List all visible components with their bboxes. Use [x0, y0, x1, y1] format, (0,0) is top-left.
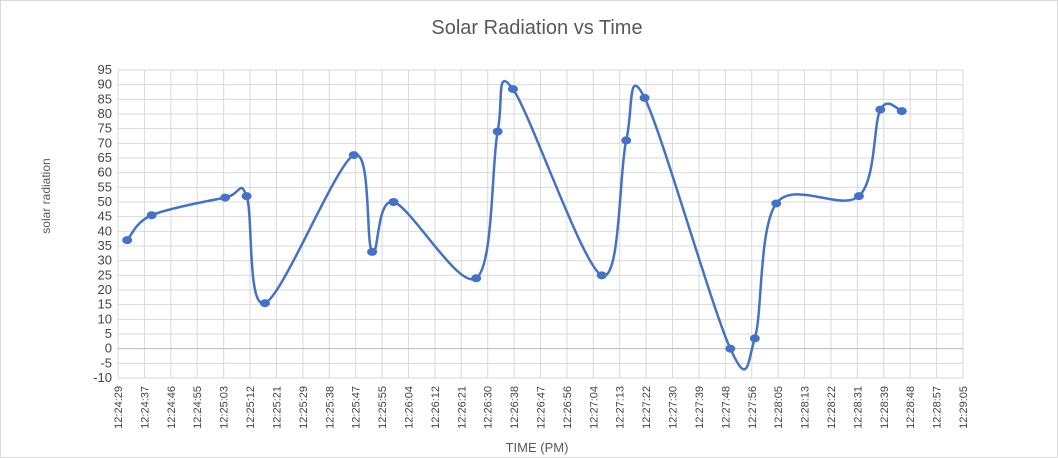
y-tick-label: 20: [98, 282, 112, 297]
data-point: [725, 344, 736, 353]
x-tick-label: 12:26:30: [483, 386, 495, 429]
x-tick-label: 12:25:21: [271, 386, 283, 429]
y-tick-label: -5: [100, 355, 112, 370]
x-tick-label: 12:26:38: [509, 386, 521, 429]
y-tick-label: 35: [98, 238, 112, 253]
y-tick-label: 25: [98, 267, 112, 282]
y-tick-label: 75: [98, 121, 112, 136]
x-tick-label: 12:28:05: [773, 386, 785, 429]
chart-title: Solar Radiation vs Time: [431, 17, 642, 39]
x-axis-label: TIME (PM): [506, 440, 569, 455]
data-point: [471, 274, 482, 283]
y-tick-label: 45: [98, 209, 112, 224]
x-tick-label: 12:26:56: [562, 386, 574, 429]
data-point: [259, 299, 270, 308]
data-point: [639, 93, 650, 102]
x-tick-label: 12:27:56: [747, 386, 759, 429]
x-tick-label: 12:28:13: [800, 386, 812, 429]
data-point: [241, 192, 252, 201]
data-point: [388, 198, 399, 206]
x-tick-label: 12:25:12: [245, 386, 257, 429]
y-tick-label: 0: [105, 341, 112, 356]
x-tick-label: 12:27:30: [668, 386, 680, 429]
x-tick-label: 12:25:55: [377, 386, 389, 429]
data-point: [771, 199, 782, 208]
data-point: [875, 105, 886, 114]
y-tick-label: 80: [98, 106, 112, 121]
y-tick-label: 50: [98, 194, 112, 209]
x-tick-label: 12:25:47: [351, 386, 363, 429]
data-point: [220, 193, 231, 202]
data-point: [749, 334, 760, 343]
data-point: [348, 151, 359, 160]
data-point: [367, 247, 378, 256]
x-tick-label: 12:27:13: [615, 386, 627, 429]
x-tick-label: 12:26:21: [456, 386, 468, 429]
y-tick-label: 30: [98, 253, 112, 268]
x-tick-label: 12:26:04: [403, 386, 415, 429]
x-tick-label: 12:25:38: [324, 386, 336, 429]
x-tick-label: 12:26:12: [430, 386, 442, 429]
y-axis-label: solar radiation: [39, 158, 53, 233]
data-point: [621, 136, 632, 145]
y-tick-label: 5: [105, 326, 112, 341]
x-tick-label: 12:28:39: [879, 386, 891, 429]
y-tick-label: 15: [98, 297, 112, 312]
x-tick-label: 12:24:29: [113, 386, 125, 429]
y-tick-label: 60: [98, 165, 112, 180]
y-tick-label: 90: [98, 77, 112, 92]
x-tick-label: 12:29:05: [958, 386, 970, 429]
y-tick-label: 70: [98, 135, 112, 150]
data-point: [507, 85, 518, 94]
x-tick-label: 12:28:31: [852, 386, 864, 429]
y-tick-label: 65: [98, 150, 112, 165]
x-tick-label: 12:24:55: [192, 386, 204, 429]
data-point: [492, 127, 503, 136]
data-point: [146, 211, 157, 220]
data-point: [896, 107, 907, 116]
y-tick-label: 55: [98, 179, 112, 194]
x-tick-label: 12:28:48: [905, 386, 917, 429]
y-tick-label: -10: [93, 370, 112, 385]
y-tick-label: 10: [98, 311, 112, 326]
x-tick-label: 12:25:29: [298, 386, 310, 429]
y-tick-label: 95: [98, 62, 112, 77]
x-tick-label: 12:27:39: [694, 386, 706, 429]
x-tick-label: 12:24:46: [166, 386, 178, 429]
data-point: [122, 236, 133, 245]
x-tick-label: 12:28:57: [932, 386, 944, 429]
y-tick-label: 40: [98, 223, 112, 238]
x-tick-label: 12:24:37: [139, 386, 151, 429]
data-point: [853, 192, 864, 201]
x-tick-label: 12:25:03: [219, 386, 231, 429]
data-point: [596, 271, 607, 280]
x-tick-label: 12:27:22: [641, 386, 653, 429]
x-tick-label: 12:28:22: [826, 386, 838, 429]
y-tick-label: 85: [98, 91, 112, 106]
x-tick-label: 12:27:04: [588, 386, 600, 429]
x-tick-label: 12:26:47: [536, 386, 548, 429]
x-tick-label: 12:27:48: [720, 386, 732, 429]
